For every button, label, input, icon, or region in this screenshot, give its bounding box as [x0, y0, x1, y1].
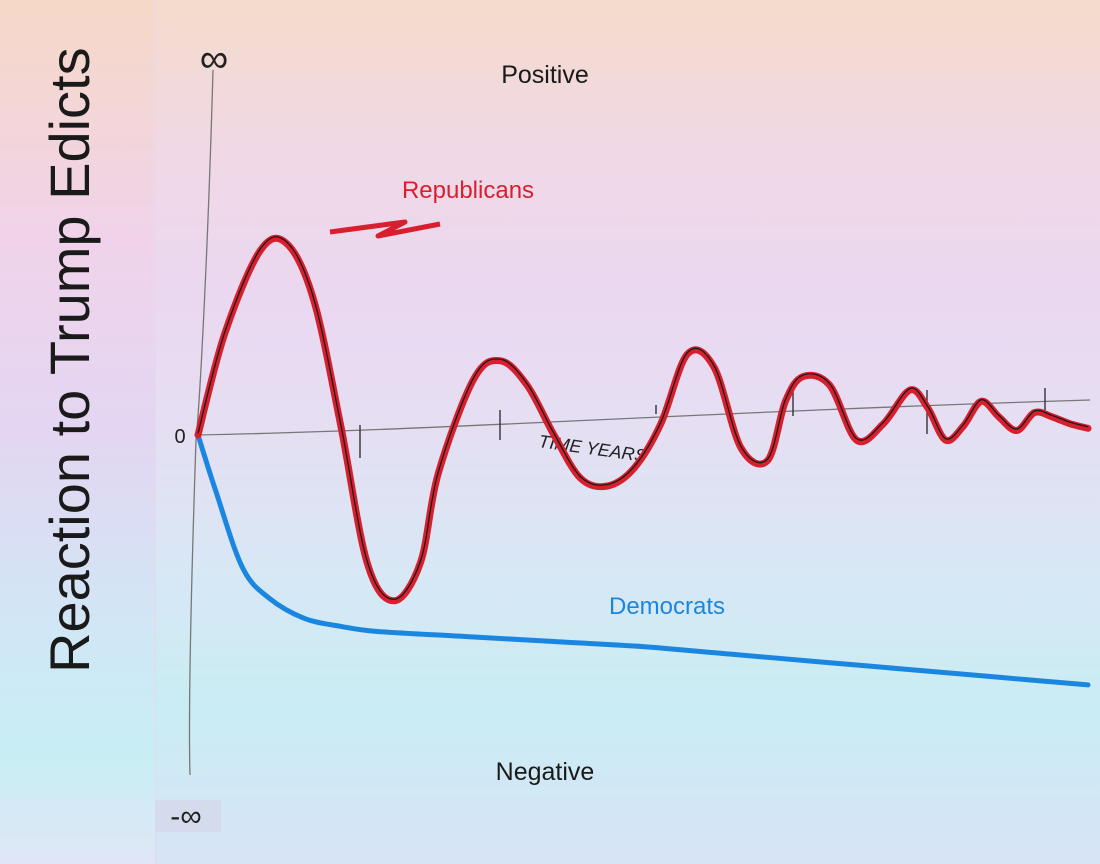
series-label-republicans: Republicans: [402, 177, 534, 204]
negative-label: Negative: [496, 758, 595, 786]
positive-label: Positive: [501, 61, 589, 89]
series-label-democrats: Democrats: [609, 593, 725, 620]
y-top-label: ∞: [200, 37, 229, 81]
y-bottom-label-box: [155, 800, 221, 832]
series-line-republicans: [194, 234, 1092, 605]
y-axis-line: [188, 69, 214, 776]
left-panel: [0, 0, 155, 864]
republicans-callout-zigzag: [329, 219, 441, 239]
series-outline-republicans: [197, 236, 1089, 600]
origin-label: 0: [174, 426, 185, 448]
y-bottom-label: -∞: [170, 800, 201, 833]
series-line-democrats: [195, 432, 1091, 688]
